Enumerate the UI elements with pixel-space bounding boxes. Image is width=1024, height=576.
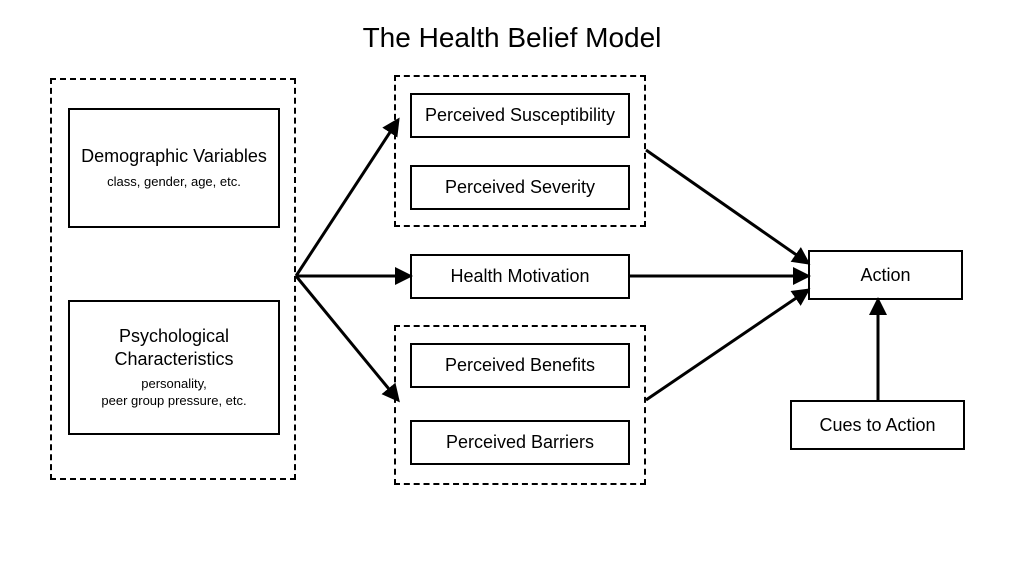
node-label: Psychological Characteristics — [74, 325, 274, 370]
node-label: Perceived Severity — [445, 176, 595, 199]
node-cues-to-action: Cues to Action — [790, 400, 965, 450]
node-perceived-susceptibility: Perceived Susceptibility — [410, 93, 630, 138]
node-label: Perceived Barriers — [446, 431, 594, 454]
node-perceived-severity: Perceived Severity — [410, 165, 630, 210]
diagram-title: The Health Belief Model — [0, 22, 1024, 54]
node-sublabel: class, gender, age, etc. — [107, 174, 241, 191]
node-perceived-benefits: Perceived Benefits — [410, 343, 630, 388]
node-label: Action — [860, 264, 910, 287]
node-sublabel: personality, peer group pressure, etc. — [101, 376, 246, 410]
node-label: Perceived Benefits — [445, 354, 595, 377]
diagram-canvas: The Health Belief Model Demographic Vari… — [0, 0, 1024, 576]
node-label: Demographic Variables — [81, 145, 267, 168]
node-health-motivation: Health Motivation — [410, 254, 630, 299]
node-psychological-characteristics: Psychological Characteristics personalit… — [68, 300, 280, 435]
edge-arrow — [296, 120, 398, 276]
node-label: Health Motivation — [450, 265, 589, 288]
edge-arrow — [646, 150, 808, 263]
node-demographic-variables: Demographic Variables class, gender, age… — [68, 108, 280, 228]
node-label: Cues to Action — [819, 414, 935, 437]
node-action: Action — [808, 250, 963, 300]
node-perceived-barriers: Perceived Barriers — [410, 420, 630, 465]
edge-arrow — [646, 290, 808, 400]
node-label: Perceived Susceptibility — [425, 104, 615, 127]
edge-arrow — [296, 276, 398, 400]
